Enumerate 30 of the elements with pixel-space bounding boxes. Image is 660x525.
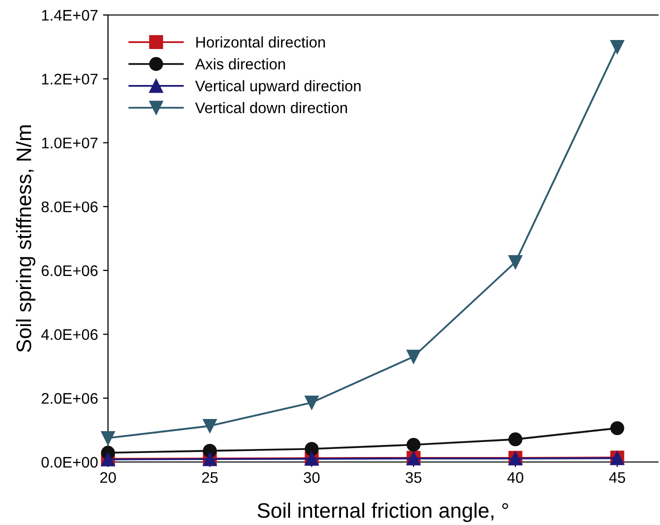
point [304,442,319,456]
x-tick-label: 40 [507,472,524,483]
y-tick-label: 0.0E+00 [42,456,98,468]
point [508,255,522,270]
y-axis-title: Soil spring stiffness, N/m [16,125,36,352]
point [610,421,624,436]
y-tick-label: 6.0E+06 [42,265,98,276]
legend-label: Vertical down direction [195,102,347,114]
y-tick-label: 1.4E+07 [42,10,98,21]
point [406,350,420,364]
x-tick-label: 45 [609,472,626,483]
point [202,418,217,433]
y-tick-label: 1.2E+07 [42,74,98,85]
x-tick-label: 20 [100,472,116,483]
x-tick-label: 35 [406,472,422,483]
y-tick-label: 2.0E+06 [42,393,98,404]
legend-label: Vertical upward direction [195,80,361,94]
legend-label: Axis direction [195,58,285,70]
point [508,432,522,446]
legend-label: Horizontal direction [196,36,325,48]
point [610,40,624,54]
y-tick-label: 4.0E+06 [41,329,98,340]
x-tick-label: 30 [304,472,320,483]
point [101,431,115,445]
point [304,396,319,410]
y-tick-label: 1.0E+07 [42,138,98,148]
point [406,438,420,452]
x-tick-label: 25 [202,472,218,483]
x-axis-title: Soil internal friction angle, ° [258,502,508,522]
y-tick-label: 8.0E+06 [42,201,98,212]
